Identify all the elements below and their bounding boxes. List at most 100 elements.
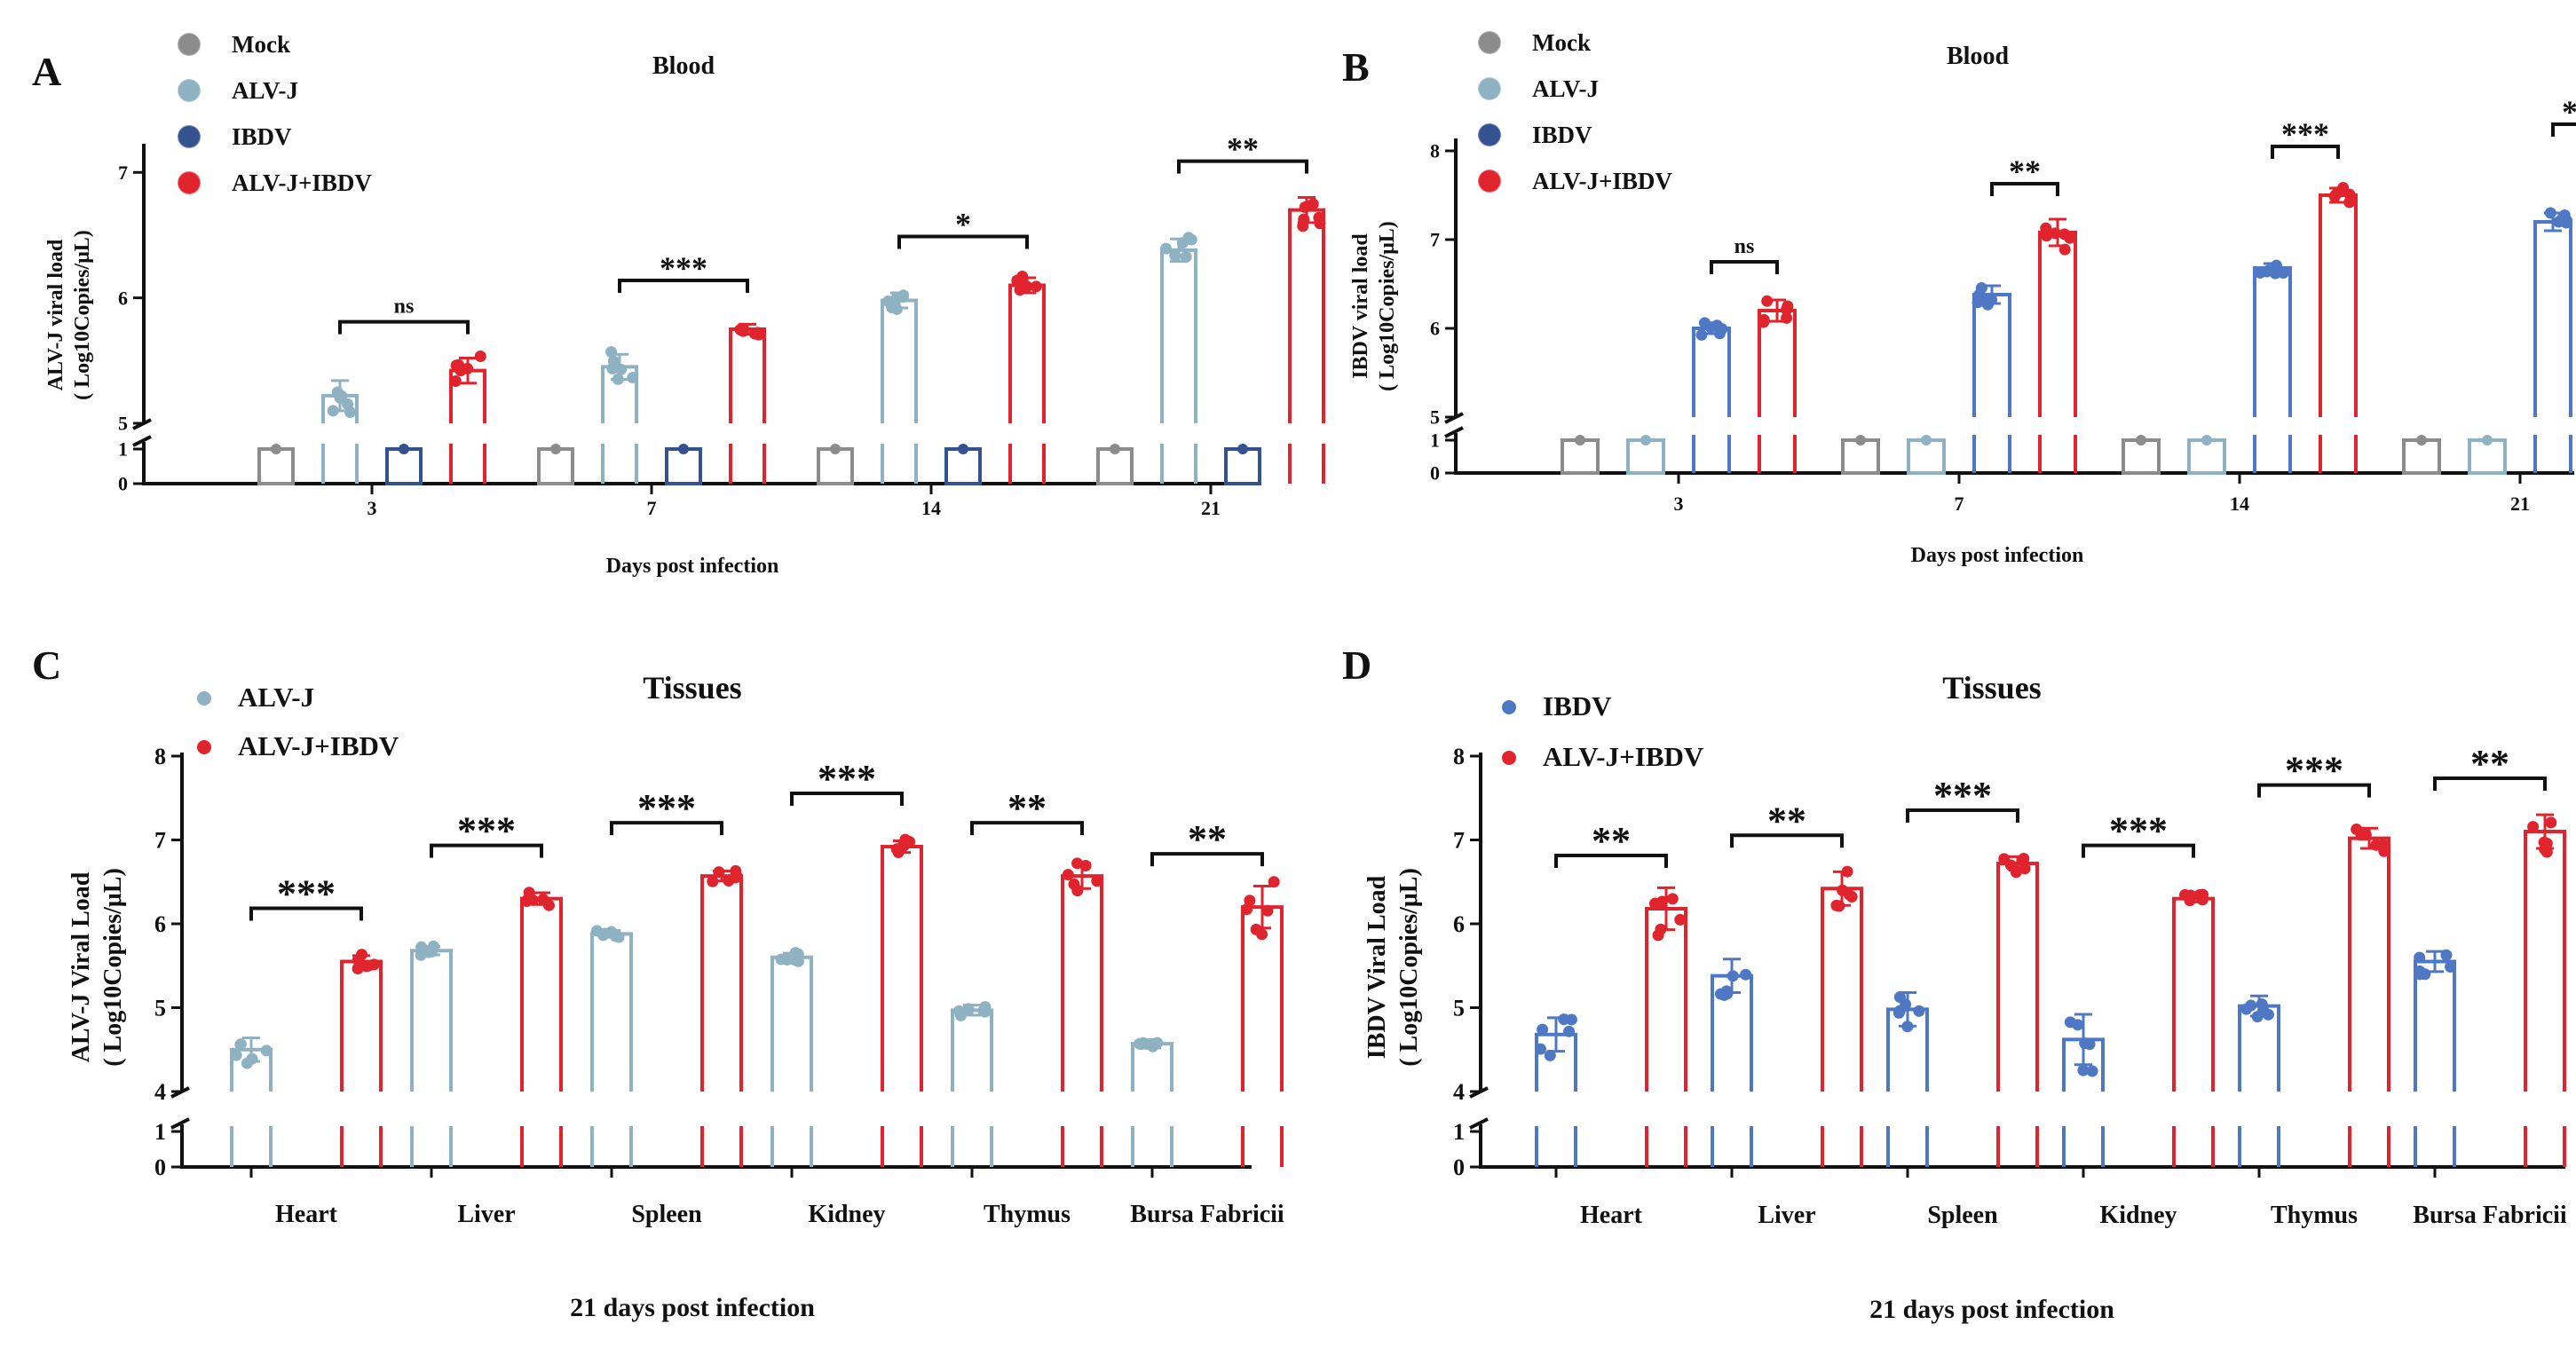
data-point xyxy=(2269,267,2281,280)
bar xyxy=(1535,1013,1577,1167)
bar xyxy=(2238,994,2280,1167)
bar-outline xyxy=(2524,830,2566,1092)
data-point xyxy=(2064,232,2076,244)
x-axis-label: 21 days post infection xyxy=(570,1293,815,1322)
data-point xyxy=(1913,1005,1925,1017)
data-point xyxy=(1655,923,1667,935)
bar xyxy=(2122,435,2161,475)
bar xyxy=(700,864,743,1167)
data-point xyxy=(331,386,344,398)
x-tick-label: Bursa Fabricii xyxy=(2413,1202,2567,1229)
data-point xyxy=(1921,435,1932,445)
bracket-line xyxy=(618,278,749,293)
data-point xyxy=(707,875,719,887)
bar-outline xyxy=(770,955,813,1092)
bar-outline xyxy=(2348,836,2390,1092)
bar-outline xyxy=(1972,293,2011,417)
y-tick-label: 1 xyxy=(1453,1119,1465,1145)
data-point xyxy=(713,866,725,879)
data-point xyxy=(1758,316,1770,328)
data-point xyxy=(1972,296,1984,309)
bar-outline xyxy=(410,949,453,1092)
data-point xyxy=(2337,182,2350,194)
data-point xyxy=(2359,829,2372,841)
bar xyxy=(385,444,423,485)
data-point xyxy=(730,869,742,881)
x-tick-label: Spleen xyxy=(631,1201,702,1228)
data-point xyxy=(550,444,561,454)
legend-label: ALV-J xyxy=(238,682,314,713)
significance-label: *** xyxy=(2562,94,2576,130)
axis-break-mark xyxy=(132,435,152,447)
bracket-line xyxy=(249,906,363,921)
x-tick-label: Spleen xyxy=(1927,1202,1998,1229)
data-point xyxy=(1841,865,1853,878)
bar xyxy=(1096,444,1134,485)
bar xyxy=(1758,295,1797,473)
x-tick-label: Heart xyxy=(1580,1202,1643,1229)
bar xyxy=(321,379,359,484)
data-point xyxy=(1575,435,1585,445)
y-tick-label: 4 xyxy=(154,1079,166,1105)
bar-outline xyxy=(1821,887,1863,1092)
significance-bracket: *** xyxy=(2082,809,2195,858)
y-axis-label-line1: ALV-J viral load xyxy=(44,239,67,390)
bar-outline xyxy=(2533,220,2572,417)
legend-swatch xyxy=(178,125,201,148)
x-tick-label: Heart xyxy=(275,1201,338,1228)
data-point xyxy=(1160,242,1173,255)
bar-outline xyxy=(2414,959,2456,1092)
bracket-line xyxy=(430,843,543,858)
x-tick-label: Kidney xyxy=(2099,1202,2177,1229)
data-point xyxy=(1014,284,1026,296)
significance-label: *** xyxy=(2109,809,2168,853)
significance-label: *** xyxy=(2285,749,2343,792)
bar xyxy=(665,444,702,485)
legend-swatch xyxy=(1478,77,1501,100)
bar xyxy=(1996,852,2039,1167)
legend-swatch xyxy=(197,740,211,754)
significance-label: ** xyxy=(1188,817,1227,861)
x-tick-label: 7 xyxy=(647,497,657,519)
panel-letter: A xyxy=(32,49,61,94)
data-point xyxy=(2040,230,2052,242)
data-point xyxy=(2545,816,2557,829)
data-point xyxy=(1237,444,1248,454)
bracket-line xyxy=(1150,852,1264,867)
data-point xyxy=(1176,237,1189,249)
y-axis-label-line2: ( Log10Copies/μL) xyxy=(99,868,127,1067)
data-point xyxy=(2018,852,2030,864)
data-point xyxy=(1781,303,1793,316)
legend: ALV-J ALV-J+IBDV xyxy=(197,682,399,761)
legend-swatch xyxy=(1478,169,1501,193)
significance-bracket: *** xyxy=(618,250,749,293)
bar xyxy=(520,887,563,1167)
significance-label: ** xyxy=(1767,799,1806,842)
y-tick-label: 8 xyxy=(1453,744,1465,769)
data-point xyxy=(1241,903,1253,916)
data-point xyxy=(2544,207,2556,219)
legend: Mock ALV-J IBDV ALV-J+IBDV xyxy=(177,31,372,196)
data-point xyxy=(2351,824,2363,836)
legend-item: ALV-J xyxy=(1477,75,1599,102)
panel-b: B Blood 5 6 7 8 0 1 IBDV viral load( Log10Copies… xyxy=(1342,29,2576,567)
data-point xyxy=(890,303,903,315)
data-point xyxy=(537,893,549,905)
significance-bracket: *** xyxy=(610,786,723,836)
data-point xyxy=(1720,985,1733,997)
data-point xyxy=(1781,311,1793,324)
chart-title: Blood xyxy=(1947,43,2009,70)
bar xyxy=(2524,813,2566,1167)
data-point xyxy=(246,1052,258,1065)
significance-label: *** xyxy=(1933,774,1992,817)
bar-outline xyxy=(700,874,743,1092)
data-point xyxy=(897,290,909,303)
data-point xyxy=(962,1003,975,1015)
legend-swatch-ring xyxy=(1477,122,1502,147)
data-point xyxy=(1843,888,1855,901)
data-point xyxy=(1062,869,1074,881)
data-point xyxy=(1180,251,1192,264)
y-axis-label: IBDV Viral Load( Log10Copies/μL) xyxy=(1363,868,1423,1067)
significance-label: ** xyxy=(2470,742,2509,785)
